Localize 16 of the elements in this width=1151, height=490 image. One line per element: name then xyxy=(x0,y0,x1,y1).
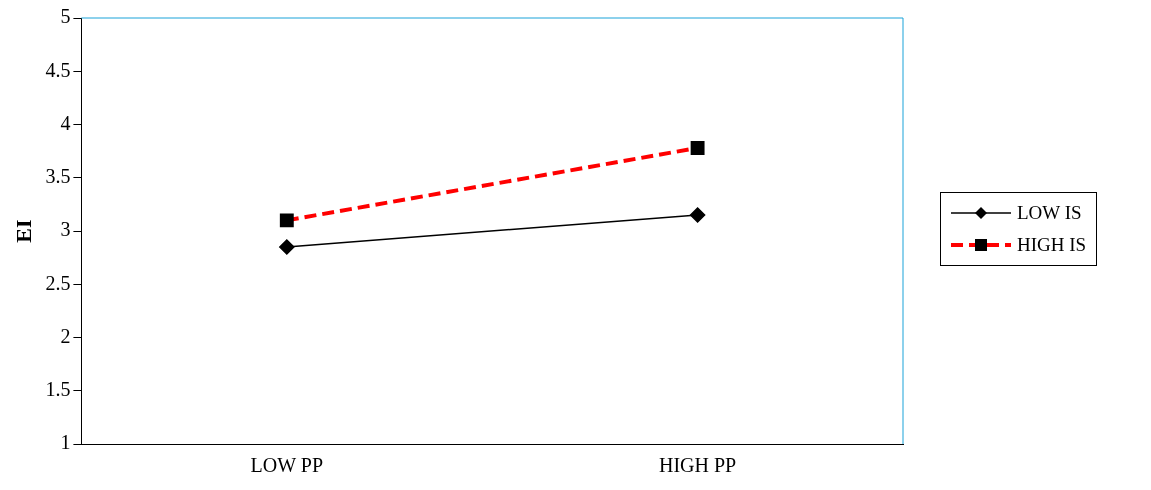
legend-label: LOW IS xyxy=(1017,202,1082,224)
x-tick-label: HIGH PP xyxy=(658,454,737,477)
point xyxy=(689,207,706,223)
y-tick-label: 4.5 xyxy=(45,58,71,81)
x-tick-label: LOW PP xyxy=(250,454,324,477)
y-tick-label: 1.5 xyxy=(45,378,71,400)
y-tick-label: 3.5 xyxy=(45,165,71,187)
y-tick-label: 4 xyxy=(60,111,71,134)
legend-label: HIGH IS xyxy=(1017,234,1087,256)
y-tick-label: 3 xyxy=(60,218,71,241)
y-axis-title: EI xyxy=(10,219,36,243)
y-tick-label: 5 xyxy=(60,5,71,28)
point xyxy=(279,239,295,255)
y-tick-label: 1 xyxy=(60,431,71,454)
y-tick-label: 2.5 xyxy=(45,271,71,294)
y-tick-label: 2 xyxy=(60,324,71,347)
